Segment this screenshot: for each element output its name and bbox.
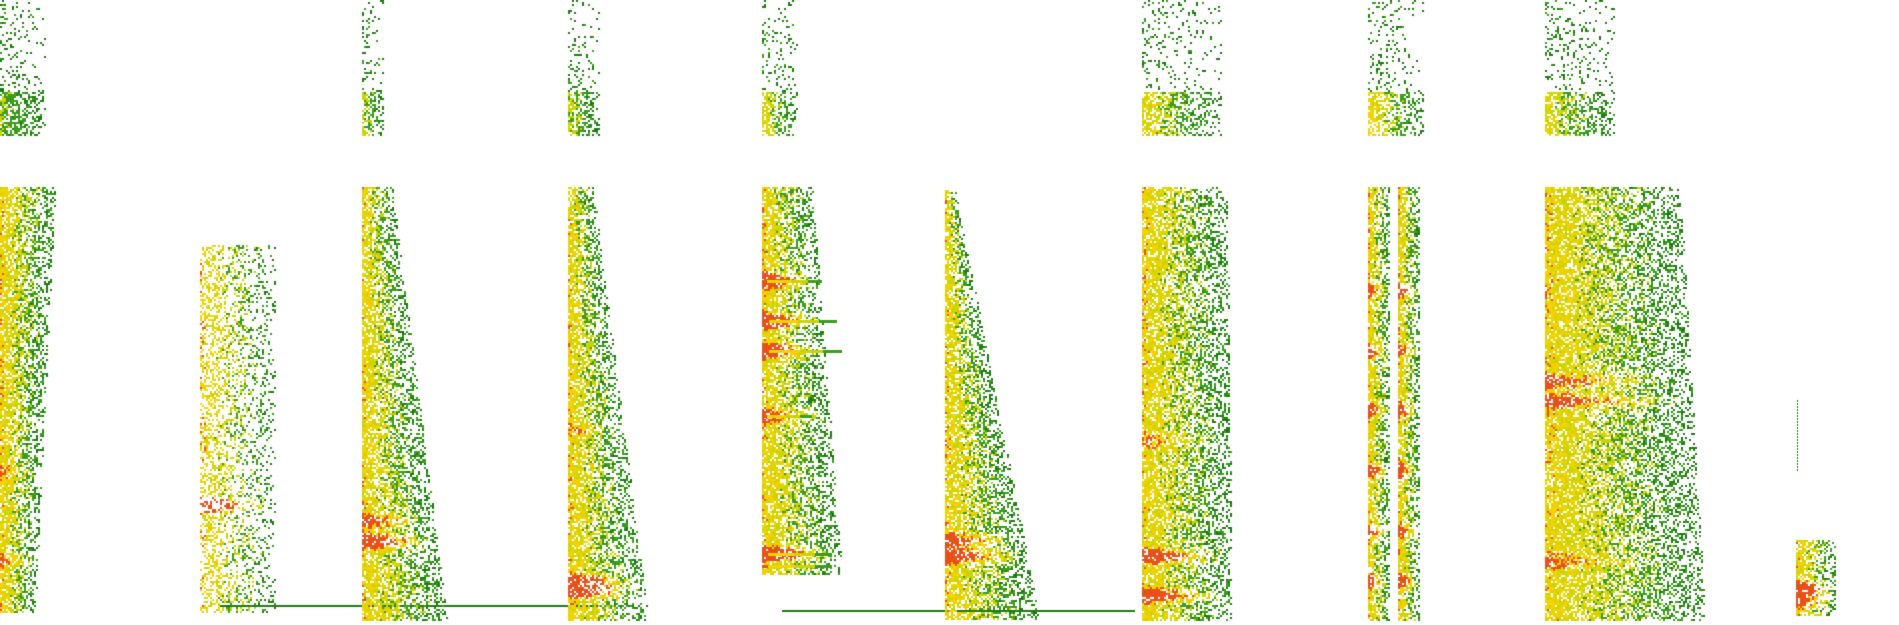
spectrogram-figure [0, 0, 1899, 625]
spectrogram-canvas [0, 0, 1899, 625]
